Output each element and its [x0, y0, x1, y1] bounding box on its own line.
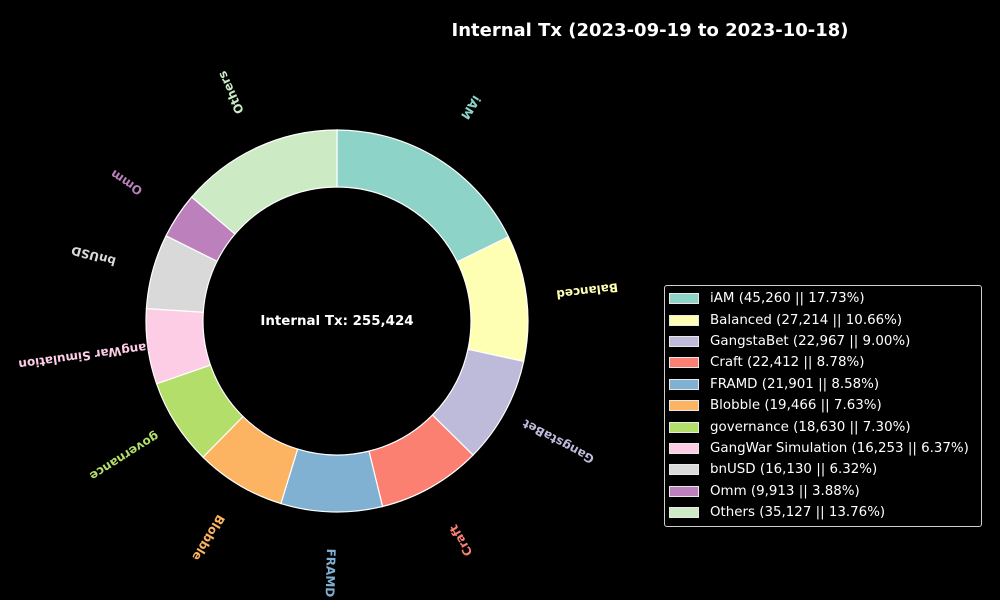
- legend-swatch: [669, 464, 699, 476]
- slice-iam: [336, 129, 510, 263]
- donut-slices: [145, 129, 529, 513]
- legend-item: Balanced (27,214 || 10.66%): [669, 309, 981, 330]
- slice-label-framd: FRAMD: [323, 548, 338, 597]
- slice-label-governance: governance: [87, 429, 161, 483]
- slice-label-iam: iAM: [458, 93, 483, 122]
- legend-label: Omm (9,913 || 3.88%): [710, 483, 860, 499]
- slice-label-gangwar-simulation: GangWar Simulation: [18, 339, 157, 372]
- legend-label: GangWar Simulation (16,253 || 6.37%): [710, 440, 969, 456]
- legend-swatch: [669, 378, 699, 390]
- legend-item: Others (35,127 || 13.76%): [669, 502, 981, 523]
- legend-label: iAM (45,260 || 17.73%): [710, 291, 865, 307]
- legend-swatch: [669, 335, 699, 347]
- legend-swatch: [669, 485, 699, 497]
- legend-item: Craft (22,412 || 8.78%): [669, 352, 981, 373]
- legend-label: Blobble (19,466 || 7.63%): [710, 398, 882, 414]
- legend-item: Omm (9,913 || 3.88%): [669, 481, 981, 502]
- slice-label-gangstabet: GangstaBet: [520, 416, 596, 466]
- slice-label-blobble: Blobble: [189, 512, 227, 563]
- legend-label: Others (35,127 || 13.76%): [710, 505, 886, 521]
- legend-label: GangstaBet (22,967 || 9.00%): [710, 333, 911, 349]
- legend-label: bnUSD (16,130 || 6.32%): [710, 462, 878, 478]
- legend-swatch: [669, 442, 699, 454]
- legend-item: FRAMD (21,901 || 8.58%): [669, 374, 981, 395]
- legend-swatch: [669, 357, 699, 369]
- center-label: Internal Tx: 255,424: [260, 314, 413, 329]
- legend-item: iAM (45,260 || 17.73%): [669, 288, 981, 309]
- slice-framd: [280, 448, 384, 513]
- slice-label-balanced: Balanced: [556, 280, 619, 301]
- legend-item: GangWar Simulation (16,253 || 6.37%): [669, 438, 981, 459]
- legend-item: GangstaBet (22,967 || 9.00%): [669, 331, 981, 352]
- legend-swatch: [669, 421, 699, 433]
- slice-label-craft: Craft: [446, 522, 475, 559]
- slice-others: [190, 129, 338, 235]
- legend-item: governance (18,630 || 7.30%): [669, 416, 981, 437]
- legend-item: Blobble (19,466 || 7.63%): [669, 395, 981, 416]
- legend-swatch: [669, 293, 699, 305]
- legend: iAM (45,260 || 17.73%) Balanced (27,214 |…: [664, 285, 982, 528]
- slice-label-others: Others: [215, 69, 247, 116]
- slice-label-omm: Omm: [108, 167, 145, 198]
- legend-swatch: [669, 400, 699, 412]
- legend-label: Balanced (27,214 || 10.66%): [710, 312, 903, 328]
- legend-swatch: [669, 314, 699, 326]
- legend-swatch: [669, 507, 699, 519]
- legend-label: governance (18,630 || 7.30%): [710, 419, 911, 435]
- legend-label: Craft (22,412 || 8.78%): [710, 355, 865, 371]
- legend-item: bnUSD (16,130 || 6.32%): [669, 459, 981, 480]
- chart-title: Internal Tx (2023-09-19 to 2023-10-18): [451, 20, 849, 41]
- legend-label: FRAMD (21,901 || 8.58%): [710, 376, 880, 392]
- slice-label-bnusd: bnUSD: [70, 243, 118, 268]
